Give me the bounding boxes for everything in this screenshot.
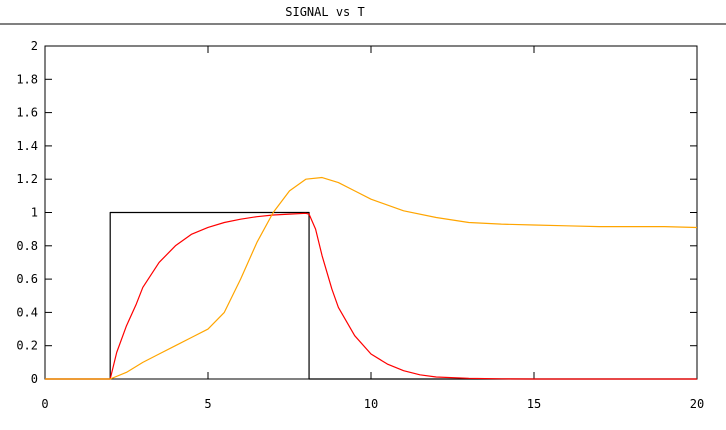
y-tick-label: 1.4	[16, 139, 38, 153]
x-tick-label: 20	[690, 397, 704, 411]
series-line-orange	[45, 176, 698, 380]
y-tick-label: 0.4	[16, 305, 38, 319]
x-tick-label: 15	[527, 397, 541, 411]
y-tick-label: 0.6	[16, 272, 38, 286]
y-tick-label: 2	[31, 39, 38, 53]
y-tick-label: 1.6	[16, 106, 38, 120]
y-tick-label: 1	[31, 206, 38, 220]
y-tick-label: 0.2	[16, 339, 38, 353]
x-tick-label: 10	[364, 397, 378, 411]
plot-layer: 0 5 10 15 20 0 0.2 0.4 0.6 0.8 1 1.2 1.4 1.6 1.8 2	[16, 39, 704, 411]
y-tick-label: 1.8	[16, 72, 38, 86]
y-tick-label: 0	[31, 372, 38, 386]
x-tick-label: 5	[204, 397, 211, 411]
y-tick-label: 0.8	[16, 239, 38, 253]
y-tick-label: 1.2	[16, 172, 38, 186]
x-tick-label: 0	[41, 397, 48, 411]
series-line-red	[45, 212, 697, 380]
chart-title: SIGNAL vs T	[285, 5, 364, 19]
